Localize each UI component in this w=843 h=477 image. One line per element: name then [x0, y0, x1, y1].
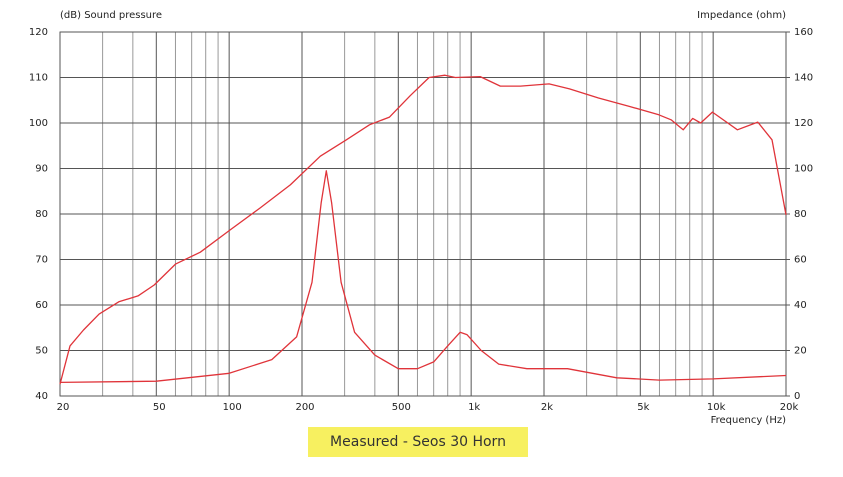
y-tick-label: 50	[35, 346, 48, 357]
y-tick-label: 100	[29, 118, 48, 129]
x-tick-label: 10k	[707, 402, 726, 413]
y2-tick-label: 60	[794, 255, 807, 266]
y-axis-title: (dB) Sound pressure	[60, 10, 162, 21]
y-tick-label: 120	[29, 27, 48, 38]
series-line	[59, 170, 787, 384]
y2-tick-label: 40	[794, 300, 807, 311]
caption: Measured - Seos 30 Horn	[330, 434, 506, 450]
x-tick-label: 100	[223, 402, 242, 413]
y-tick-label: 80	[35, 209, 48, 220]
y-tick-label: 90	[35, 164, 48, 175]
y2-tick-label: 20	[794, 346, 807, 357]
y2-tick-label: 100	[794, 164, 813, 175]
series-line	[59, 74, 787, 385]
y-tick-label: 60	[35, 300, 48, 311]
y2-tick-label: 80	[794, 209, 807, 220]
x-tick-label: 500	[392, 402, 411, 413]
x-tick-label: 2k	[541, 402, 553, 413]
y2-tick-label: 160	[794, 27, 813, 38]
x-tick-label: 200	[295, 402, 314, 413]
y-tick-label: 70	[35, 255, 48, 266]
y2-axis-title: Impedance (ohm)	[697, 10, 786, 21]
x-tick-label: 20k	[780, 402, 799, 413]
x-tick-label: 50	[153, 402, 166, 413]
y2-tick-label: 140	[794, 73, 813, 84]
x-tick-label: 20	[57, 402, 70, 413]
y2-tick-label: 0	[794, 391, 800, 402]
x-axis-title: Frequency (Hz)	[711, 415, 787, 426]
x-tick-label: 5k	[637, 402, 649, 413]
y-tick-label: 110	[29, 73, 48, 84]
y2-tick-label: 120	[794, 118, 813, 129]
x-tick-label: 1k	[468, 402, 480, 413]
y-tick-label: 40	[35, 391, 48, 402]
caption-box	[308, 427, 528, 457]
